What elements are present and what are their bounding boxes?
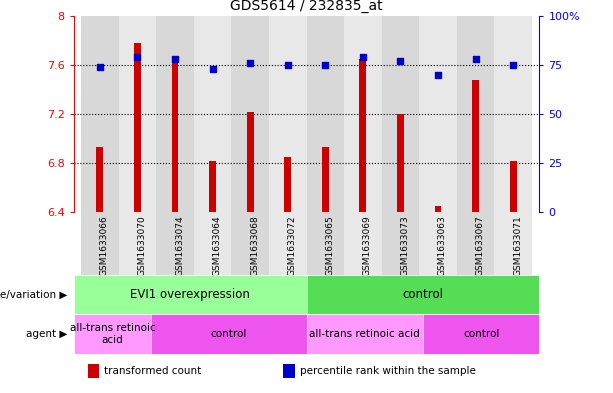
Bar	[156, 16, 194, 212]
Bar	[172, 62, 178, 212]
Bar	[134, 43, 141, 212]
Bar	[269, 212, 306, 275]
Bar	[269, 16, 306, 212]
Point	[508, 62, 518, 68]
Title: GDS5614 / 232835_at: GDS5614 / 232835_at	[230, 0, 383, 13]
Point	[471, 56, 481, 62]
Text: GSM1633071: GSM1633071	[513, 215, 522, 276]
Text: GSM1633072: GSM1633072	[287, 215, 297, 276]
Text: GSM1633074: GSM1633074	[175, 215, 184, 276]
Bar	[81, 212, 119, 275]
Bar	[151, 314, 306, 354]
Text: GSM1633068: GSM1633068	[250, 215, 259, 276]
Point	[433, 72, 443, 78]
Text: all-trans retinoic acid: all-trans retinoic acid	[310, 329, 420, 339]
Bar	[419, 16, 457, 212]
Bar	[419, 212, 457, 275]
Bar	[96, 147, 103, 212]
Bar	[457, 212, 494, 275]
Bar	[74, 275, 306, 314]
Point	[321, 62, 330, 68]
Text: control: control	[403, 288, 443, 301]
Bar	[88, 364, 99, 378]
Bar	[231, 212, 269, 275]
Bar	[81, 16, 119, 212]
Point	[95, 64, 105, 70]
Bar	[494, 212, 532, 275]
Point	[132, 54, 142, 60]
Bar	[494, 16, 532, 212]
Text: percentile rank within the sample: percentile rank within the sample	[300, 366, 476, 376]
Text: GSM1633073: GSM1633073	[400, 215, 409, 276]
Bar	[435, 206, 441, 212]
Bar	[344, 16, 382, 212]
Bar	[472, 79, 479, 212]
Bar	[457, 16, 494, 212]
Text: GSM1633066: GSM1633066	[100, 215, 109, 276]
Bar	[156, 212, 194, 275]
Bar	[306, 275, 539, 314]
Text: EVI1 overexpression: EVI1 overexpression	[130, 288, 250, 301]
Point	[283, 62, 292, 68]
Text: agent ▶: agent ▶	[26, 329, 67, 339]
Text: control: control	[463, 329, 500, 339]
Text: GSM1633064: GSM1633064	[213, 215, 221, 276]
Point	[245, 60, 255, 66]
Bar	[306, 314, 423, 354]
Text: GSM1633063: GSM1633063	[438, 215, 447, 276]
Bar	[74, 314, 151, 354]
Text: genotype/variation ▶: genotype/variation ▶	[0, 290, 67, 300]
Bar	[119, 212, 156, 275]
Point	[358, 54, 368, 60]
Bar	[322, 147, 329, 212]
Bar	[423, 314, 539, 354]
Point	[395, 58, 405, 64]
Text: GSM1633065: GSM1633065	[326, 215, 334, 276]
Point	[208, 66, 218, 72]
Bar	[247, 112, 254, 212]
Text: GSM1633070: GSM1633070	[137, 215, 147, 276]
Bar	[306, 16, 344, 212]
Bar	[397, 114, 404, 212]
Bar	[382, 16, 419, 212]
Bar	[510, 161, 517, 212]
Point	[170, 56, 180, 62]
Bar	[209, 161, 216, 212]
Text: transformed count: transformed count	[104, 366, 201, 376]
Bar	[382, 212, 419, 275]
Bar	[283, 364, 295, 378]
Bar	[194, 16, 231, 212]
Text: GSM1633069: GSM1633069	[363, 215, 372, 276]
Text: all-trans retinoic
acid: all-trans retinoic acid	[69, 323, 155, 345]
Bar	[231, 16, 269, 212]
Bar	[359, 59, 366, 212]
Bar	[344, 212, 382, 275]
Bar	[119, 16, 156, 212]
Bar	[194, 212, 231, 275]
Text: control: control	[211, 329, 247, 339]
Bar	[284, 157, 291, 212]
Text: GSM1633067: GSM1633067	[476, 215, 484, 276]
Bar	[306, 212, 344, 275]
